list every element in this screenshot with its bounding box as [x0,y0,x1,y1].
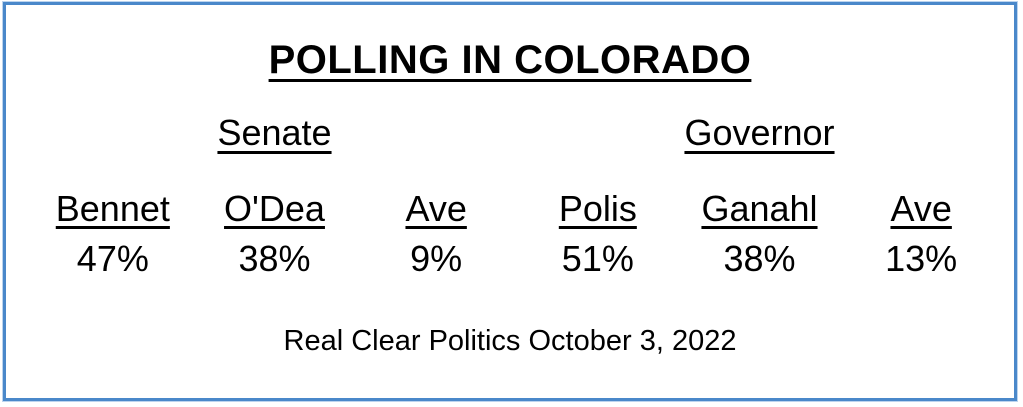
poll-value-odea: 38% [238,237,311,279]
source-attribution: Real Clear Politics October 3, 2022 [283,324,737,357]
candidate-name-senate-ave: Ave [405,188,467,230]
page-title: POLLING IN COLORADO [268,38,752,82]
candidate-name-bennet: Bennet [55,188,170,230]
candidate-name-row: Bennet O'Dea Ave Polis Ganahl Ave [6,189,1014,229]
candidate-name-ganahl: Ganahl [701,188,818,230]
frame: POLLING IN COLORADO Senate Governor Benn… [3,2,1017,401]
poll-value-senate-ave: 9% [410,237,463,279]
poll-value-ganahl: 38% [723,237,796,279]
poll-value-governor-ave: 13% [885,237,958,279]
section-label-governor: Governor [684,112,835,153]
section-label-senate: Senate [217,112,332,153]
section-header-row: Senate Governor [6,112,1014,153]
poll-value-polis: 51% [561,237,634,279]
poll-value-row: 47% 38% 9% 51% 38% 13% [6,239,1014,279]
poll-value-bennet: 47% [76,237,149,279]
candidate-name-polis: Polis [558,188,637,230]
candidate-name-odea: O'Dea [224,188,325,230]
candidate-name-governor-ave: Ave [890,188,952,230]
